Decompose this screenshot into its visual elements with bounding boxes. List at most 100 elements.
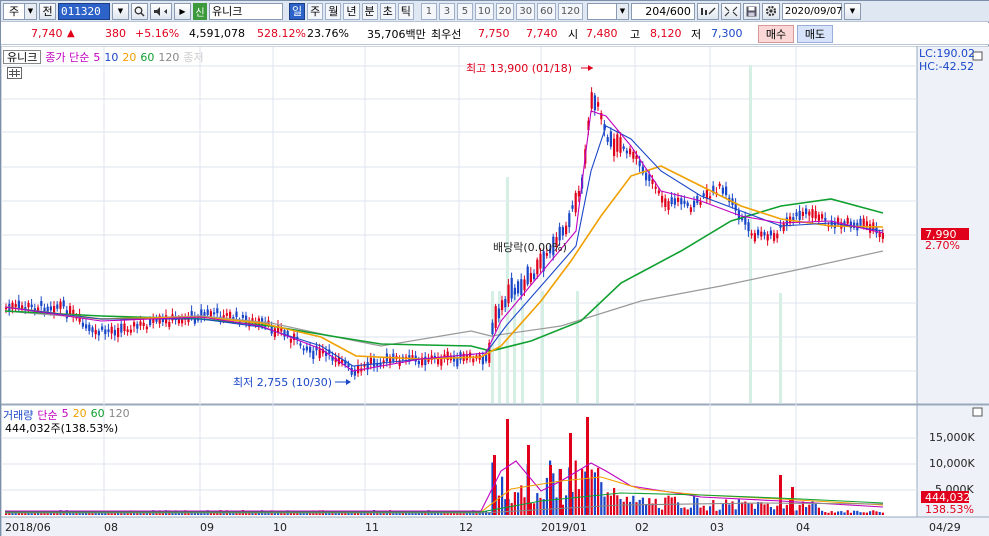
last-volume-tag: [921, 491, 969, 503]
volume-bar: [213, 512, 216, 515]
candle-body: [712, 185, 715, 194]
price-volume-chart[interactable]: 최고 13,900 (01/18) 최저 2,755 (10/30) 배당락(0…: [1, 46, 989, 536]
gear-icon[interactable]: [761, 2, 780, 20]
candle-body: [437, 357, 440, 365]
period-month[interactable]: 월: [325, 2, 342, 20]
stock-name-field[interactable]: 유니크: [209, 2, 283, 20]
period-week[interactable]: 주: [307, 2, 324, 20]
candle-body: [699, 201, 702, 205]
chevron-right-icon[interactable]: ▶: [174, 2, 191, 20]
candle-body: [344, 360, 347, 365]
volume-bar: [725, 499, 728, 515]
interval-120[interactable]: 120: [557, 2, 583, 20]
sell-button[interactable]: 매도: [797, 25, 833, 43]
volume-bar: [597, 467, 600, 515]
candle-body: [673, 198, 676, 205]
close-icon[interactable]: [972, 407, 983, 417]
volume-bar: [539, 497, 542, 515]
candle-body: [126, 329, 129, 332]
volume-bar: [417, 512, 420, 515]
search-icon[interactable]: [131, 2, 148, 20]
interval-1[interactable]: 1: [420, 2, 437, 20]
grid-icon[interactable]: [7, 67, 22, 79]
volume-bar: [670, 497, 673, 515]
candle-body: [683, 200, 686, 204]
candle-body: [85, 324, 88, 329]
moving-average-lines: [4, 110, 884, 372]
volume-bar: [734, 509, 737, 515]
last-price-value: 7,990: [925, 228, 957, 241]
stock-code-input[interactable]: 011320: [58, 2, 110, 20]
interval-custom-select[interactable]: ▼: [586, 2, 629, 20]
period-year[interactable]: 년: [343, 2, 360, 20]
candle-body: [677, 197, 680, 202]
fullscreen-icon[interactable]: [720, 2, 741, 20]
volume-bar: [235, 512, 238, 515]
period-minute[interactable]: 분: [361, 2, 378, 20]
interval-10[interactable]: 10: [474, 2, 494, 20]
prev-button[interactable]: 전: [39, 2, 56, 20]
candle-body: [795, 212, 798, 217]
volume-bar: [574, 460, 577, 515]
volume-bar: [520, 485, 523, 515]
candle-body: [670, 197, 673, 205]
buy-button[interactable]: 매수: [758, 25, 794, 43]
volume-bar: [88, 512, 91, 515]
volume-bar: [97, 512, 100, 515]
period-tick[interactable]: 틱: [397, 2, 414, 20]
candle-body: [529, 272, 532, 283]
code-dropdown-button[interactable]: ▼: [112, 2, 129, 20]
ma20-line: [4, 165, 884, 360]
chevron-down-icon[interactable]: ▼: [615, 3, 628, 19]
x-label-04: 04: [796, 521, 810, 534]
volume-bar: [529, 502, 532, 515]
volume-bar: [523, 497, 526, 515]
calendar-dropdown-button[interactable]: ▼: [843, 2, 861, 20]
interval-3[interactable]: 3: [438, 2, 455, 20]
candle-body: [296, 336, 299, 339]
interval-30[interactable]: 30: [516, 2, 536, 20]
legend-vol-ma-prefix: 단순: [37, 409, 58, 422]
speaker-icon[interactable]: [150, 2, 172, 20]
volume-bar: [840, 511, 843, 515]
volume-bar: [798, 504, 801, 515]
chart-tool-icon[interactable]: [696, 2, 719, 20]
chart-type-select[interactable]: 주 ▼: [3, 2, 37, 20]
period-day[interactable]: 일: [289, 2, 306, 20]
close-icon[interactable]: [972, 51, 983, 61]
trade-amount: 35,706백만: [367, 27, 426, 41]
date-axis: 2018/06 08 09 10 11 12 2019/01 02 03 04 …: [5, 521, 961, 534]
candle-body: [133, 322, 136, 327]
save-icon[interactable]: [742, 2, 760, 20]
volume-bar: [875, 511, 878, 515]
volume-bar: [763, 504, 766, 515]
interval-5[interactable]: 5: [456, 2, 473, 20]
volume-bar: [430, 512, 433, 515]
legend-stock-name[interactable]: 유니크: [3, 50, 42, 64]
candle-body: [558, 226, 561, 241]
interval-60[interactable]: 60: [537, 2, 556, 20]
volume-bar: [593, 472, 596, 515]
candle-body: [651, 179, 654, 184]
period-second[interactable]: 초: [379, 2, 396, 20]
candle-body: [811, 209, 814, 218]
interval-20[interactable]: 20: [495, 2, 515, 20]
date-field[interactable]: 2020/09/07: [781, 2, 843, 20]
volume-bar: [859, 512, 862, 515]
volume-ratio: 528.12%: [257, 27, 306, 40]
data-count-field[interactable]: 204/600: [630, 2, 695, 20]
candle-body: [849, 221, 852, 229]
volume-bar: [277, 512, 280, 515]
vol-tick-10000k: 10,000K: [929, 457, 975, 470]
candle-body: [139, 321, 142, 326]
vol-ma5-line: [5, 460, 884, 512]
candle-body: [859, 218, 862, 226]
volume-bar: [584, 471, 587, 515]
candle-body: [123, 323, 126, 332]
volume-bar: [645, 504, 648, 515]
chevron-down-icon[interactable]: ▼: [24, 3, 36, 19]
candle-body: [587, 120, 590, 131]
volume-bar: [853, 510, 856, 515]
vol-ma120-line: [5, 502, 884, 514]
candle-body: [91, 327, 94, 333]
